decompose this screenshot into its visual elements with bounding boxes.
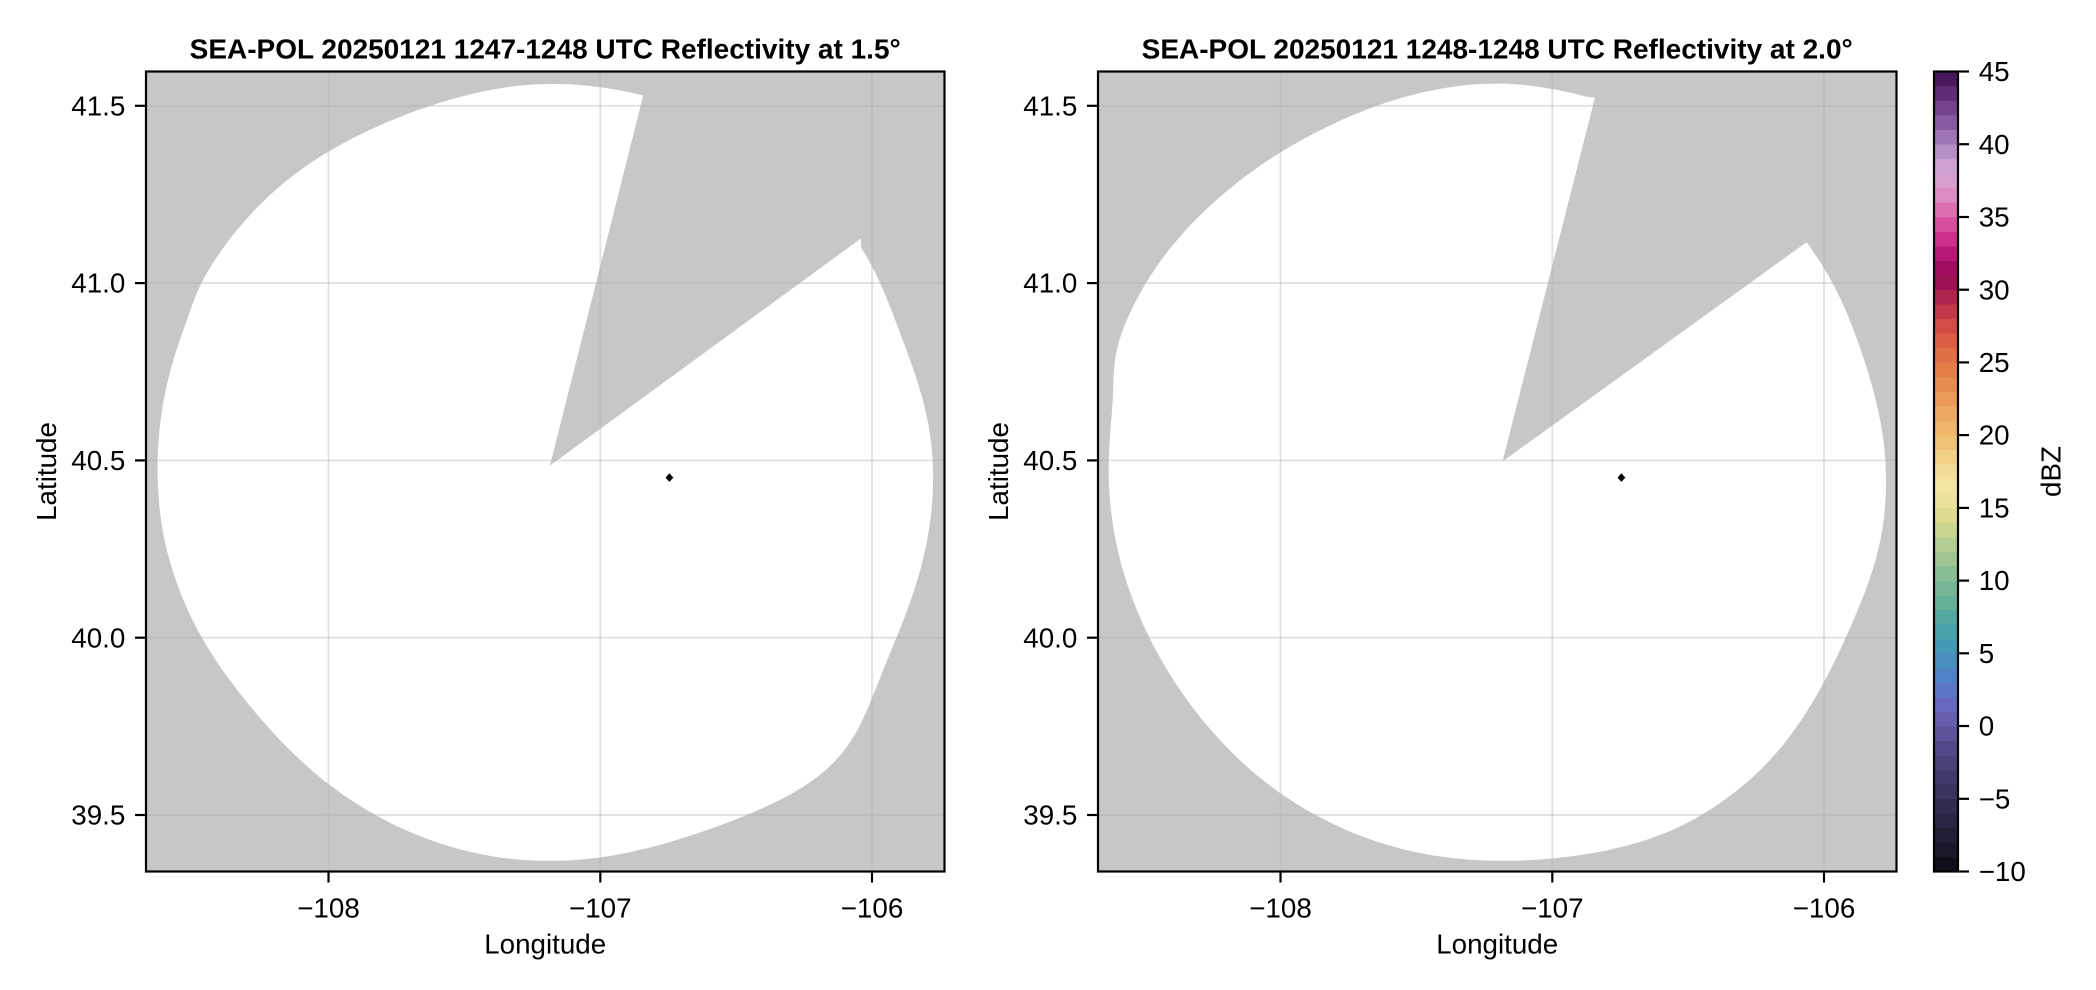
svg-text:41.0: 41.0	[1023, 268, 1077, 299]
svg-text:30: 30	[1979, 274, 2010, 305]
svg-text:−10: −10	[1979, 856, 2026, 887]
svg-text:Latitude: Latitude	[983, 422, 1014, 521]
svg-text:−106: −106	[841, 893, 904, 924]
svg-text:Latitude: Latitude	[31, 422, 62, 521]
svg-text:40: 40	[1979, 129, 2010, 160]
svg-text:Longitude: Longitude	[484, 929, 606, 960]
svg-text:41.0: 41.0	[71, 268, 125, 299]
svg-text:0: 0	[1979, 711, 1994, 742]
svg-text:39.5: 39.5	[1023, 800, 1077, 831]
svg-text:40.5: 40.5	[71, 445, 125, 476]
svg-text:−106: −106	[1793, 893, 1856, 924]
svg-text:Longitude: Longitude	[1436, 929, 1558, 960]
svg-text:41.5: 41.5	[71, 90, 125, 121]
svg-text:−107: −107	[569, 893, 632, 924]
svg-text:15: 15	[1979, 493, 2010, 524]
svg-text:−5: −5	[1979, 783, 2011, 814]
svg-text:41.5: 41.5	[1023, 90, 1077, 121]
svg-text:20: 20	[1979, 420, 2010, 451]
svg-text:−108: −108	[297, 893, 360, 924]
svg-text:40.0: 40.0	[1023, 622, 1077, 653]
svg-text:−107: −107	[1521, 893, 1584, 924]
svg-text:39.5: 39.5	[71, 800, 125, 831]
svg-text:10: 10	[1979, 565, 2010, 596]
svg-text:−108: −108	[1249, 893, 1312, 924]
svg-text:40.5: 40.5	[1023, 445, 1077, 476]
svg-text:5: 5	[1979, 638, 1994, 669]
svg-text:40.0: 40.0	[71, 622, 125, 653]
svg-text:35: 35	[1979, 202, 2010, 233]
svg-text:45: 45	[1979, 56, 2010, 87]
svg-text:25: 25	[1979, 347, 2010, 378]
svg-text:SEA-POL 20250121 1248-1248 UTC: SEA-POL 20250121 1248-1248 UTC Reflectiv…	[1142, 33, 1853, 64]
svg-text:SEA-POL 20250121 1247-1248 UTC: SEA-POL 20250121 1247-1248 UTC Reflectiv…	[190, 33, 901, 64]
svg-text:dBZ: dBZ	[2036, 446, 2067, 497]
